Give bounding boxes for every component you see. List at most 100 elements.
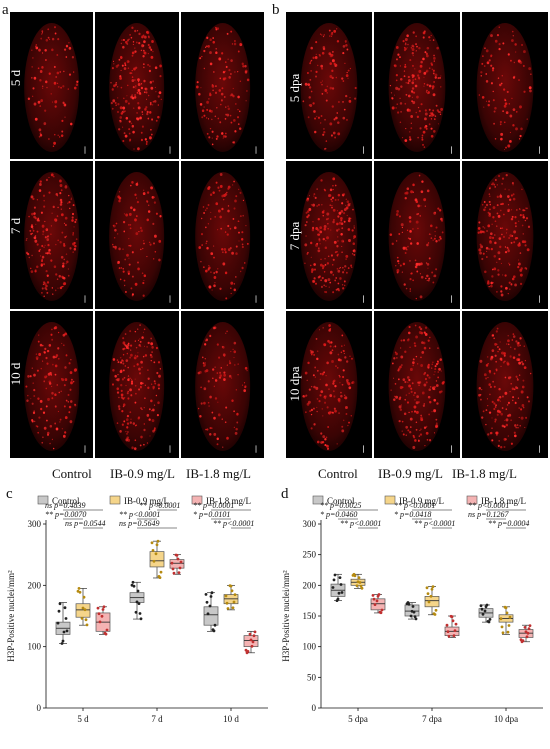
a-micrograph-svg-r0-c1 [109, 23, 171, 154]
c-y-tick-label-2: 200 [28, 580, 42, 590]
chart-d: d Control IB-0.9 mg/L IB-1.8 mg/L 0 50 100 150 2… [275, 486, 550, 744]
a-micrograph-r0-c1 [95, 12, 179, 160]
c-box-1-1 [149, 539, 165, 579]
c-box-1-2 [169, 553, 185, 575]
col-label-a-0: Control [52, 466, 92, 481]
c-y-tick-label-1: 100 [28, 642, 42, 652]
col-label-a-1: IB-0.9 mg/L [110, 466, 175, 481]
col-label-a-2: IB-1.8 mg/L [186, 466, 251, 481]
c-y-tick-label-0: 0 [37, 703, 42, 713]
c-y-label: H3P-Positive nuclei/mm² [6, 570, 16, 662]
c-box-0-0 [55, 602, 71, 645]
b-micrograph-svg-r2-c2 [476, 321, 540, 453]
d-y-tick-label-3: 150 [303, 611, 317, 621]
c-sig-label-5: ns p=0.5649 [119, 519, 160, 528]
c-x-tick-label-2: 10 d [223, 714, 239, 724]
d-box-1-1 [424, 585, 440, 616]
c-legend-label-0: Control [52, 496, 80, 506]
a-micrograph-r2-c1 [95, 310, 179, 458]
d-sig-label-0: ** p=0.0025 [320, 501, 361, 510]
chart-d-svg: d Control IB-0.9 mg/L IB-1.8 mg/L 0 50 100 150 2… [281, 486, 543, 724]
c-box-1-0 [129, 580, 145, 621]
d-sig-label-1: * p=0.0460 [320, 510, 357, 519]
a-micrograph-svg-r2-c1 [109, 321, 171, 453]
a-micrograph-r2-c2 [180, 310, 264, 458]
col-label-b-1: IB-0.9 mg/L [378, 466, 443, 481]
d-box-2-1 [498, 605, 514, 635]
b-micrograph-r1-c2 [462, 161, 548, 309]
d-box-1-0 [404, 601, 420, 621]
row-label-a-1: 7 d [8, 217, 23, 235]
c-sig-label-4: ** p<0.0001 [119, 510, 160, 519]
c-sig-label-3: ** p<0.0001 [139, 501, 180, 510]
d-y-tick-label-5: 250 [303, 550, 317, 560]
d-box-0-0 [330, 573, 346, 602]
d-box-2-0 [478, 603, 494, 624]
d-legend-swatch-2 [466, 495, 478, 505]
d-legend-swatch-0 [312, 495, 324, 505]
d-panel-letter: d [281, 486, 289, 502]
a-micrograph-r1-c0 [10, 161, 94, 309]
d-box-0-1 [350, 572, 366, 590]
d-y-tick-label-6: 300 [303, 519, 317, 529]
c-sig-label-7: * p=0.0101 [193, 510, 230, 519]
c-sig-label-2: ns p=0.0544 [65, 519, 106, 528]
col-label-b-0: Control [318, 466, 358, 481]
row-label-b-2: 10 dpa [287, 366, 302, 402]
b-micrograph-r2-c2 [462, 310, 548, 458]
chart-c: c Control IB-0.9 mg/L IB-1.8 mg/L 0 100 200 300… [0, 486, 275, 744]
a-micrograph-r0-c2 [180, 12, 264, 160]
c-legend-swatch-1 [109, 495, 121, 505]
row-label-b-1: 7 dpa [287, 221, 302, 251]
c-x-tick-label-1: 7 d [151, 714, 163, 724]
b-micrograph-r2-c1 [374, 310, 460, 458]
d-box-0-2 [370, 593, 386, 615]
d-legend-label-0: Control [327, 496, 355, 506]
c-sig-label-6: ** p=0.0001 [193, 501, 234, 510]
b-micrograph-svg-r2-c1 [388, 321, 452, 453]
c-box-2-0 [203, 591, 219, 633]
d-y-tick-label-1: 50 [307, 672, 317, 682]
a-micrograph-r1-c2 [180, 161, 264, 309]
d-box-2-2 [518, 624, 534, 644]
c-y-tick-label-3: 300 [28, 519, 42, 529]
micrograph-grid-b [286, 12, 548, 458]
c-legend-label-2: IB-1.8 mg/L [206, 496, 251, 506]
d-sig-label-7: ns p=0.1267 [468, 510, 510, 519]
b-micrograph-svg-r0-c2 [476, 23, 540, 154]
d-y-tick-label-0: 0 [312, 703, 317, 713]
row-label-a-0: 5 d [8, 69, 23, 87]
a-micrograph-r1-c1 [95, 161, 179, 309]
c-x-tick-label-0: 5 d [77, 714, 89, 724]
c-sig-label-1: ** p=0.0070 [45, 510, 86, 519]
b-micrograph-r0-c2 [462, 12, 548, 160]
d-box-1-2 [444, 614, 460, 638]
panel-letter-b: b [272, 2, 280, 18]
d-sig-label-5: ** p<0.0001 [414, 519, 455, 528]
b-micrograph-svg-r0-c1 [388, 23, 452, 154]
b-micrograph-svg-r1-c0 [300, 172, 364, 304]
d-x-tick-label-1: 7 dpa [422, 714, 442, 724]
d-sig-label-2: ** p<0.0001 [340, 519, 381, 528]
d-legend-label-1: IB-0.9 mg/L [399, 496, 444, 506]
d-sig-label-6: ** p<0.0001 [468, 501, 509, 510]
d-x-tick-label-2: 10 dpa [494, 714, 518, 724]
a-micrograph-r2-c0 [10, 310, 94, 458]
c-box-2-1 [223, 584, 239, 611]
c-legend-label-1: IB-0.9 mg/L [124, 496, 169, 506]
b-micrograph-r0-c0 [286, 12, 372, 160]
c-sig-label-0: ns p=0.4839 [45, 501, 86, 510]
c-panel-letter: c [6, 486, 13, 502]
c-box-0-2 [95, 605, 111, 636]
c-legend-swatch-2 [191, 495, 203, 505]
a-micrograph-svg-r0-c0 [24, 23, 86, 154]
row-label-a-2: 10 d [8, 362, 23, 386]
b-micrograph-svg-r1-c1 [388, 172, 452, 304]
a-micrograph-r0-c0 [10, 12, 94, 160]
a-micrograph-svg-r2-c2 [194, 321, 256, 453]
row-label-b-0: 5 dpa [287, 73, 302, 103]
a-micrograph-svg-r1-c1 [109, 172, 171, 304]
d-sig-label-4: * p=0.0418 [394, 510, 431, 519]
a-micrograph-svg-r1-c2 [194, 172, 256, 304]
a-micrograph-svg-r0-c2 [194, 23, 256, 154]
